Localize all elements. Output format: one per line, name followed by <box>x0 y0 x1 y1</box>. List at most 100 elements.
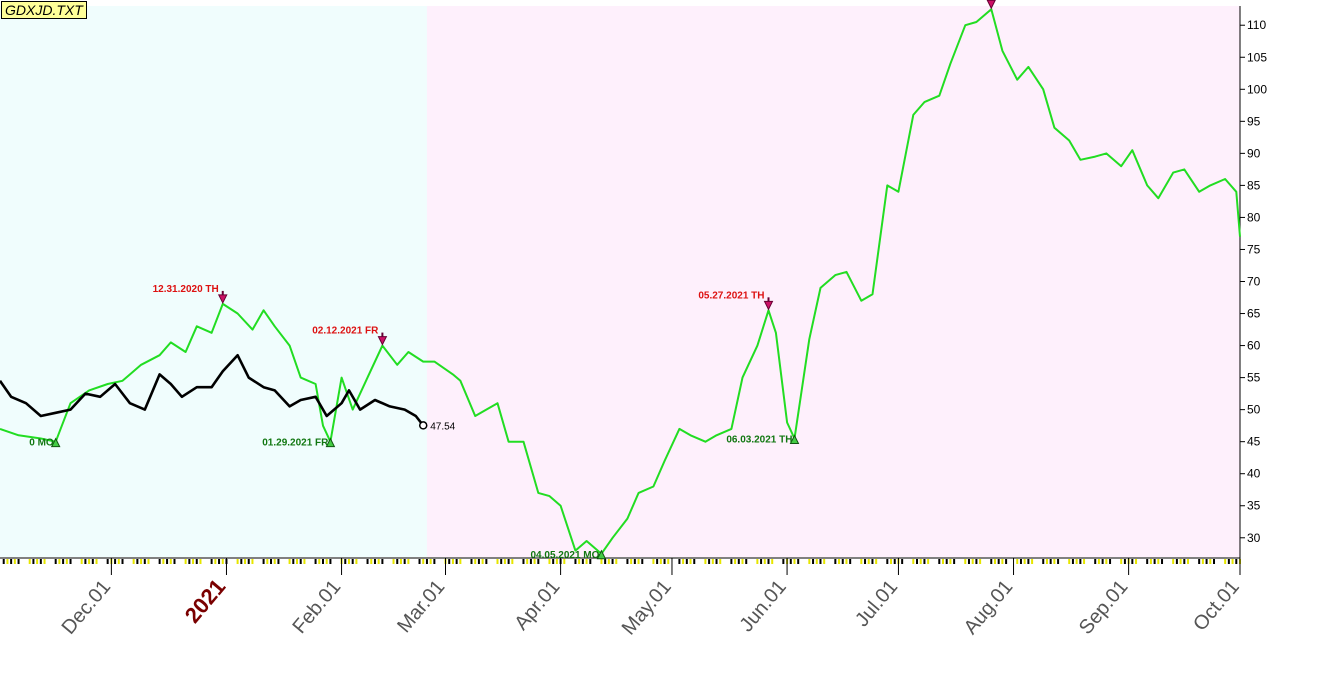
x-day-tick <box>503 559 506 564</box>
x-day-tick <box>1161 559 1164 564</box>
x-tick-label: Oct.01 <box>1189 576 1244 635</box>
x-day-tick <box>188 559 191 564</box>
x-day-tick <box>1131 559 1134 564</box>
x-day-tick <box>1183 559 1186 564</box>
x-day-tick <box>288 559 291 564</box>
x-day-tick <box>971 559 974 564</box>
series-line <box>0 8 1241 555</box>
x-day-tick <box>6 559 9 564</box>
x-day-tick <box>1049 559 1052 564</box>
peak-label: 02.12.2021 FR <box>312 326 379 337</box>
x-day-tick <box>296 559 299 564</box>
x-day-tick <box>901 559 904 564</box>
x-day-tick <box>533 559 536 564</box>
x-day-tick <box>240 559 243 564</box>
x-day-tick <box>425 559 428 564</box>
x-day-tick <box>919 559 922 564</box>
trough-label: 06.03.2021 TH <box>726 434 792 445</box>
x-day-tick <box>529 559 532 564</box>
x-day-tick <box>1120 559 1123 564</box>
x-day-tick <box>893 559 896 564</box>
x-day-tick <box>578 559 581 564</box>
y-tick-label: 40 <box>1247 467 1261 481</box>
x-day-tick <box>693 559 696 564</box>
x-day-tick <box>114 559 117 564</box>
x-day-tick <box>43 559 46 564</box>
x-day-tick <box>659 559 662 564</box>
x-day-tick <box>912 559 915 564</box>
x-day-tick <box>1146 559 1149 564</box>
x-day-tick <box>1019 559 1022 564</box>
x-day-tick <box>1083 559 1086 564</box>
x-day-tick <box>797 559 800 564</box>
x-day-tick <box>158 559 161 564</box>
x-day-tick <box>637 559 640 564</box>
x-day-tick <box>329 559 332 564</box>
x-day-tick <box>318 559 321 564</box>
x-day-tick <box>737 559 740 564</box>
x-day-tick <box>91 559 94 564</box>
x-day-tick <box>767 559 770 564</box>
x-day-tick <box>548 559 551 564</box>
x-day-tick <box>1235 559 1238 564</box>
x-day-tick <box>477 559 480 564</box>
x-day-tick <box>793 559 796 564</box>
x-tick-label: Sep.01 <box>1075 576 1133 639</box>
x-day-tick <box>812 559 815 564</box>
x-day-tick <box>392 559 395 564</box>
y-tick-label: 45 <box>1247 435 1261 449</box>
x-day-tick <box>967 559 970 564</box>
x-day-tick <box>1179 559 1182 564</box>
x-tick-label: Mar.01 <box>393 576 449 637</box>
x-day-tick <box>433 559 436 564</box>
trough-marker <box>325 437 336 448</box>
x-day-tick <box>600 559 603 564</box>
x-day-tick <box>526 559 529 564</box>
x-day-tick <box>860 559 863 564</box>
x-day-tick <box>273 559 276 564</box>
x-day-tick <box>864 559 867 564</box>
y-tick-label: 55 <box>1247 371 1261 385</box>
x-day-tick <box>1105 559 1108 564</box>
x-day-tick <box>953 559 956 564</box>
x-day-tick <box>429 559 432 564</box>
x-day-tick <box>1023 559 1026 564</box>
x-day-tick <box>941 559 944 564</box>
x-day-tick <box>1097 559 1100 564</box>
x-day-tick <box>121 559 124 564</box>
x-day-tick <box>923 559 926 564</box>
x-day-tick <box>344 559 347 564</box>
x-day-tick <box>266 559 269 564</box>
x-day-tick <box>704 559 707 564</box>
x-day-tick <box>1075 559 1078 564</box>
x-day-tick <box>36 559 39 564</box>
x-day-tick <box>58 559 61 564</box>
series-end-marker <box>418 421 428 430</box>
x-tick-label: Aug.01 <box>960 576 1018 639</box>
x-day-tick <box>834 559 837 564</box>
x-day-tick <box>184 559 187 564</box>
x-day-tick <box>1016 559 1019 564</box>
x-day-tick <box>54 559 57 564</box>
x-day-tick <box>377 559 380 564</box>
annotations: 12.31.2020 TH 02.12.2021 FR 05.27.2021 TH 0… <box>29 0 996 561</box>
x-day-tick <box>1224 559 1227 564</box>
x-day-tick <box>841 559 844 564</box>
x-day-tick <box>314 559 317 564</box>
x-day-tick <box>299 559 302 564</box>
x-day-tick <box>552 559 555 564</box>
trough-marker <box>50 437 61 448</box>
series-end-value: 47.54 <box>430 421 455 432</box>
x-day-tick <box>1101 559 1104 564</box>
x-day-tick <box>1213 559 1216 564</box>
x-day-tick <box>875 559 878 564</box>
x-day-tick <box>1227 559 1230 564</box>
x-day-tick <box>838 559 841 564</box>
x-day-tick <box>1205 559 1208 564</box>
x-day-tick <box>303 559 306 564</box>
x-day-tick <box>626 559 629 564</box>
x-day-tick <box>993 559 996 564</box>
x-day-tick <box>1001 559 1004 564</box>
x-day-tick <box>80 559 83 564</box>
